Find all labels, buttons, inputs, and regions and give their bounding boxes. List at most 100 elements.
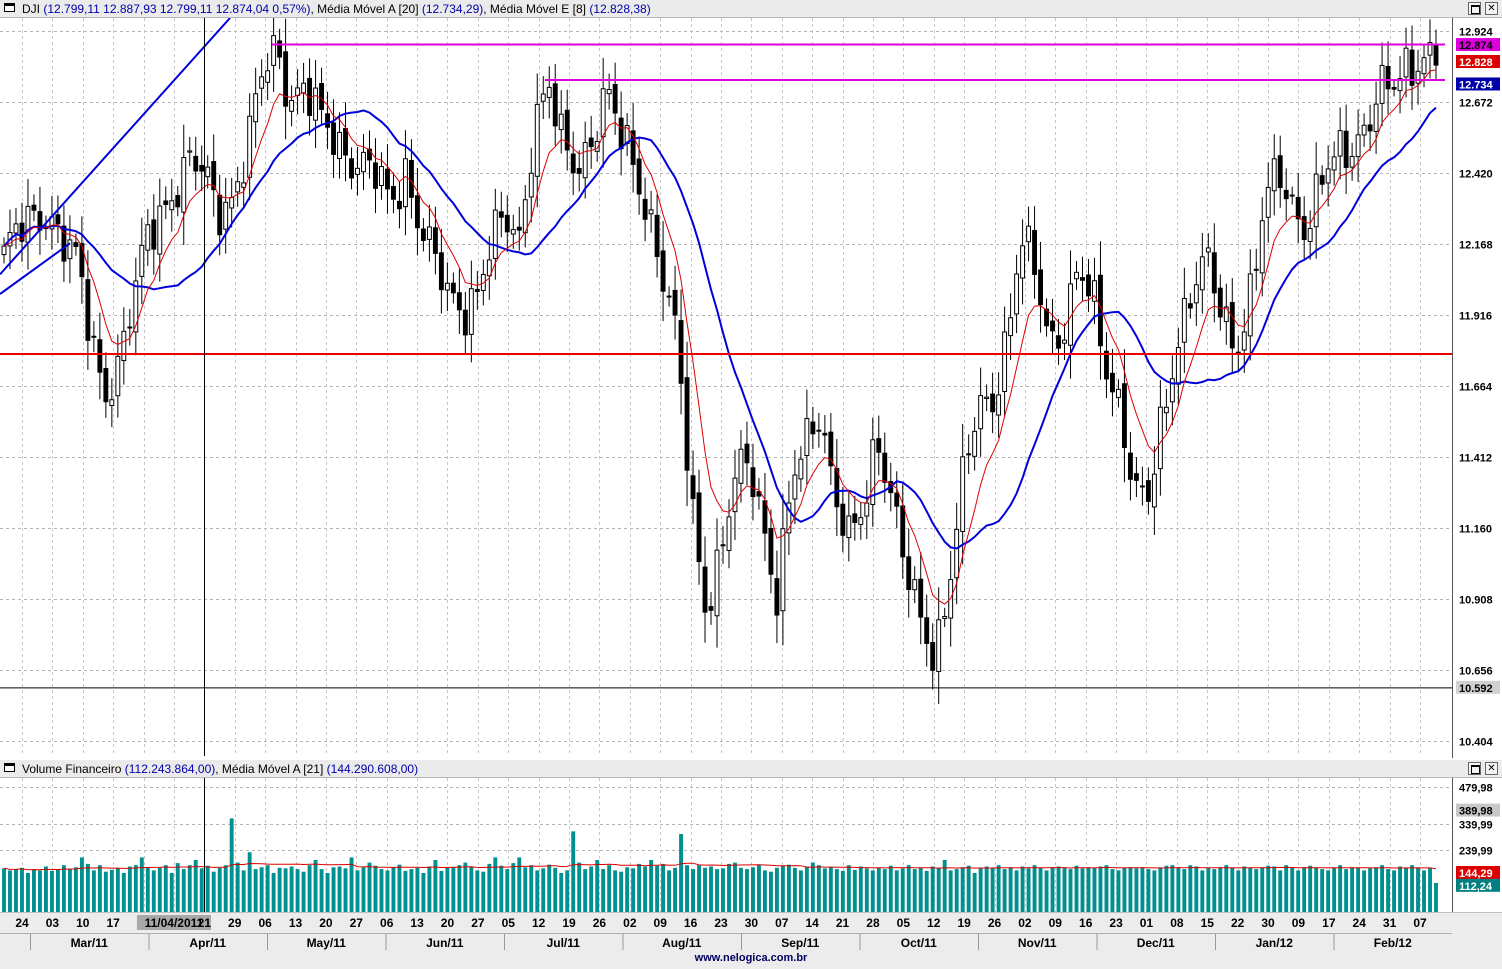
candle-body [978,395,984,430]
volume-bar [1008,867,1013,912]
volume-tick-label: 339,99 [1459,820,1493,832]
volume-bar [1002,869,1007,912]
candle-body [546,86,552,98]
month-label: Feb/12 [1374,936,1412,950]
volume-bar [1254,869,1259,912]
volume-last-tag-bg [1456,878,1500,892]
month-label: Sep/11 [781,936,819,950]
day-label: 30 [1261,916,1275,930]
candle-body [996,394,1002,416]
day-label: 27 [350,916,364,930]
day-label: 28 [866,916,880,930]
panel-menu-icon[interactable] [4,763,15,772]
volume-bar [2,868,6,912]
candle-body [1379,64,1385,104]
ema-tag-bg [1456,54,1500,68]
volume-bar [1326,870,1331,912]
candle-body [510,229,516,235]
volume-bar [822,868,827,912]
candle-body [426,226,432,240]
volume-bar [91,870,96,912]
candle-body [498,211,504,218]
candle-body [1247,273,1253,337]
candle-body [1319,175,1325,185]
panel-menu-icon[interactable] [4,3,15,12]
candle-body [456,292,462,311]
price-chart[interactable]: 12.924 12.672 12.420 12.168 11.916 11.664 11.4… [0,18,1502,758]
candle-body [1223,306,1229,322]
candle-body [1020,245,1026,279]
day-label: 09 [1049,916,1063,930]
restore-panel-button[interactable] [1468,762,1481,775]
volume-bar [145,867,150,912]
volume-bar [1014,870,1019,912]
candle-body [55,214,61,225]
volume-ma-line [3,862,1437,871]
volume-bar [631,868,636,912]
sma-value: (12.734,29) [421,2,484,16]
day-label: 01 [1140,916,1154,930]
volume-bar [385,870,390,912]
candle-body [1415,70,1421,84]
month-label: Oct/11 [901,936,937,950]
trend-line-lower [0,242,71,295]
candle-body [199,164,205,172]
candle-body [229,197,235,209]
candle-body [349,158,354,179]
close-panel-button[interactable]: ✕ [1485,2,1498,15]
volume-bar [828,867,833,912]
volume-bar [1392,870,1397,912]
candle-body [217,194,223,236]
candle-body [744,443,750,464]
volume-bar [727,863,731,912]
month-label: Apr/11 [189,936,226,950]
candle-body [1337,130,1343,157]
day-label: 08 [1170,916,1184,930]
volume-bar [1338,865,1343,912]
restore-panel-button[interactable] [1468,2,1481,15]
candle-body [175,194,181,208]
ema8-line [3,69,1437,605]
candle-body [1403,47,1409,78]
volume-bar [14,869,18,912]
volume-bar [906,865,911,912]
candle-body [1139,485,1145,488]
candle-body [1241,331,1247,351]
month-label: Aug/11 [662,936,702,950]
candle-body [750,467,756,497]
day-label: 31 [1383,916,1397,930]
candle-body [1169,378,1175,403]
candle-body [822,432,828,436]
day-label: 21 [836,916,850,930]
y-tick-label: 11.916 [1459,311,1492,323]
candle-body [169,200,175,211]
candles-group [1,18,1439,704]
candle-body [840,503,846,536]
candle-body [211,161,217,191]
y-tick-label: 10.908 [1459,595,1493,607]
candle-body [223,201,229,230]
volume-bar [691,869,695,912]
candle-body [792,474,798,500]
date-axis[interactable]: 240310172411/04/201121290613202706132027… [0,912,1502,951]
close-panel-button[interactable]: ✕ [1485,762,1498,775]
candle-body [930,641,936,671]
volume-bar [583,869,588,912]
volume-bar [553,867,558,912]
footer-url[interactable]: www.nelogica.com.br [694,952,808,964]
candle-body [1325,168,1331,184]
candle-body [193,155,199,172]
candle-body [1115,388,1121,398]
day-label: 17 [106,916,120,930]
volume-bar [427,866,432,912]
volume-bar [768,871,773,912]
volume-bar [613,870,618,912]
ema-value: (12.828,38) [589,2,651,16]
volume-bar [115,868,120,912]
day-label: 09 [1292,916,1306,930]
candle-body [367,148,372,161]
volume-bar [301,871,306,912]
volume-bar [559,873,564,912]
volume-bar [169,873,174,912]
